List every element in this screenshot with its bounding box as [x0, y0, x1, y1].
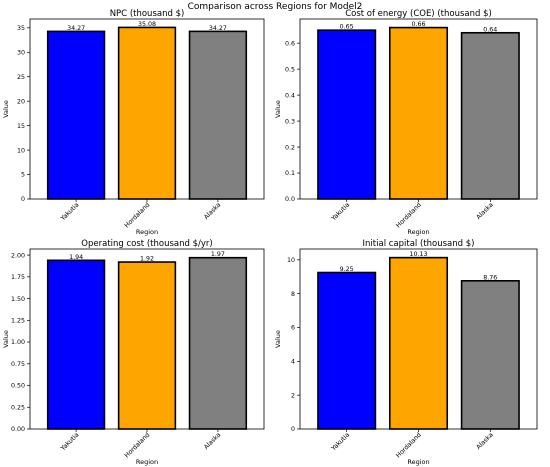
- y-tick-label: 1.25: [11, 318, 25, 325]
- y-tick-label: 1.50: [11, 296, 25, 303]
- x-tick-label: Hordaland: [123, 201, 151, 229]
- y-tick-label: 15: [17, 123, 25, 130]
- y-tick-label: 1.75: [11, 274, 25, 281]
- y-axis-label: Value: [2, 100, 10, 118]
- y-tick-label: 0: [291, 426, 295, 433]
- bar-alaska: [460, 31, 520, 200]
- y-tick-label: 6: [291, 325, 295, 332]
- x-tick-label: Alaska: [203, 201, 223, 221]
- x-tick-label: Yakutia: [330, 201, 352, 223]
- y-tick-label: 30: [17, 49, 25, 56]
- data-label: 1.92: [140, 256, 154, 263]
- y-tick-label: 0.5: [285, 66, 295, 73]
- data-label: 35.08: [138, 21, 156, 28]
- data-label: 34.27: [209, 25, 227, 32]
- data-label: 0.66: [411, 21, 425, 28]
- x-tick-label: Alaska: [475, 201, 495, 221]
- data-label: 1.97: [211, 251, 225, 258]
- data-label: 0.65: [340, 24, 354, 31]
- bar-alaska: [188, 30, 248, 200]
- x-tick-label: Alaska: [203, 431, 223, 451]
- chart-title: Cost of energy (COE) (thousand $): [345, 9, 492, 19]
- x-tick-label: Hordaland: [395, 431, 423, 459]
- y-tick-label: 25: [17, 74, 25, 81]
- y-tick-label: 0.75: [11, 361, 25, 368]
- y-tick-label: 0.2: [285, 144, 295, 151]
- bar-yakutia: [317, 29, 377, 200]
- data-label: 34.27: [67, 25, 85, 32]
- y-tick-label: 35: [17, 25, 25, 32]
- y-tick-label: 10: [17, 147, 25, 154]
- bar-alaska: [188, 256, 248, 430]
- y-axis-label: Value: [2, 330, 10, 348]
- chart-title: NPC (thousand $): [110, 9, 185, 19]
- x-tick-label: Hordaland: [395, 201, 423, 229]
- data-label: 9.25: [340, 266, 354, 273]
- y-tick-label: 2: [291, 392, 295, 399]
- y-tick-label: 1.00: [11, 339, 25, 346]
- x-tick-label: Hordaland: [123, 431, 151, 459]
- bar-alaska: [460, 280, 520, 430]
- y-tick-label: 0.3: [285, 118, 295, 125]
- data-label: 0.64: [483, 26, 497, 33]
- bar-hordaland: [117, 261, 177, 430]
- y-tick-label: 8: [291, 291, 295, 298]
- y-tick-label: 0.4: [285, 92, 295, 99]
- y-tick-label: 0.6: [285, 40, 295, 47]
- x-tick-label: Yakutia: [59, 201, 81, 223]
- y-tick-label: 2.00: [11, 252, 25, 259]
- y-tick-label: 20: [17, 98, 25, 105]
- x-axis-label: Region: [136, 228, 158, 236]
- y-tick-label: 0.1: [285, 170, 295, 177]
- bar-yakutia: [317, 271, 377, 430]
- x-tick-label: Yakutia: [59, 431, 81, 453]
- x-axis-label: Region: [407, 458, 429, 466]
- y-tick-label: 4: [291, 359, 295, 366]
- data-label: 1.94: [69, 254, 83, 261]
- chart-operating-cost: Operating cost (thousand $/yr) 1.94 1.92 1.…: [2, 239, 265, 466]
- bar-hordaland: [117, 26, 177, 200]
- chart-coe: Cost of energy (COE) (thousand $) 0.65 0.6…: [274, 9, 538, 236]
- y-tick-label: 0.0: [285, 196, 295, 203]
- chart-title: Initial capital (thousand $): [363, 239, 475, 249]
- bar-hordaland: [388, 26, 449, 200]
- chart-npc: NPC (thousand $) 34.27 35.08 34.27 0 5 10 15 20 2…: [2, 9, 265, 236]
- bar-yakutia: [46, 259, 106, 430]
- data-label: 10.13: [409, 251, 427, 258]
- y-tick-label: 5: [21, 172, 25, 179]
- y-tick-label: 0: [21, 196, 25, 203]
- y-tick-label: 0.00: [11, 426, 25, 433]
- bar-yakutia: [46, 30, 106, 200]
- x-axis-label: Region: [136, 458, 158, 466]
- x-tick-label: Yakutia: [330, 431, 352, 453]
- y-tick-label: 0.25: [11, 404, 25, 411]
- chart-initial-capital: Initial capital (thousand $) 9.25 10.13 8.7…: [274, 239, 538, 466]
- figure-title: Comparison across Regions for Model2: [188, 2, 363, 12]
- y-tick-label: 0.50: [11, 383, 25, 390]
- chart-title: Operating cost (thousand $/yr): [81, 239, 212, 249]
- y-tick-label: 10: [287, 257, 295, 264]
- data-label: 8.76: [483, 274, 497, 281]
- y-axis-label: Value: [274, 100, 282, 118]
- bar-hordaland: [388, 256, 449, 430]
- y-axis-label: Value: [274, 330, 282, 348]
- x-axis-label: Region: [407, 228, 429, 236]
- x-tick-label: Alaska: [475, 431, 495, 451]
